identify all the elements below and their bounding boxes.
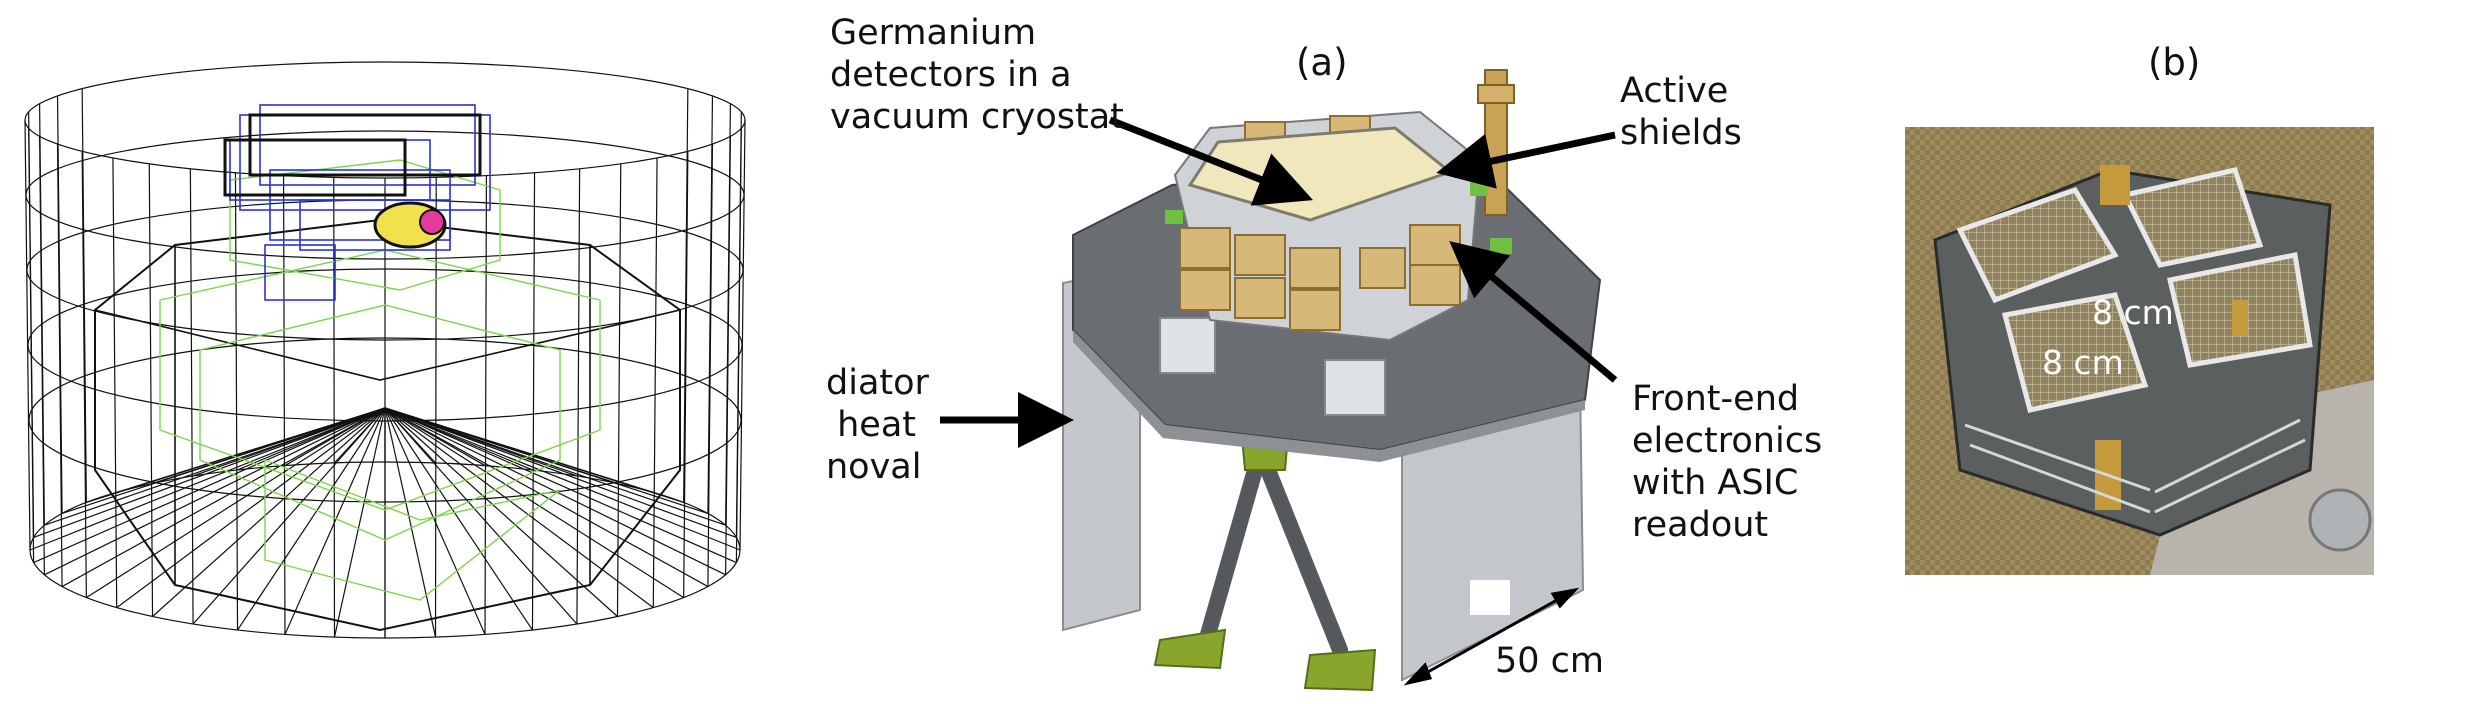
active-shield-blocks [1179, 115, 1461, 331]
photo-dimension-2: 8 cm [2042, 343, 2124, 382]
callout-front-end: Front-end electronics with ASIC readout [1632, 379, 1823, 545]
callout-arrows [940, 116, 1618, 448]
dimension-label-50cm: 50 cm [1495, 641, 1604, 681]
photo-dimension-1: 8 cm [2092, 293, 2174, 332]
panel-a-label: (a) [1296, 41, 1348, 84]
panel-b-label: (b) [2148, 41, 2201, 84]
callout-active-shields: Active shields [1620, 71, 1742, 153]
callout-germanium: Germanium detectors in a vacuum cryostat [830, 13, 1124, 137]
callout-radiator: diator heat noval [826, 363, 929, 487]
dimension-arrow [1403, 587, 1580, 686]
support-legs [1197, 462, 1348, 658]
